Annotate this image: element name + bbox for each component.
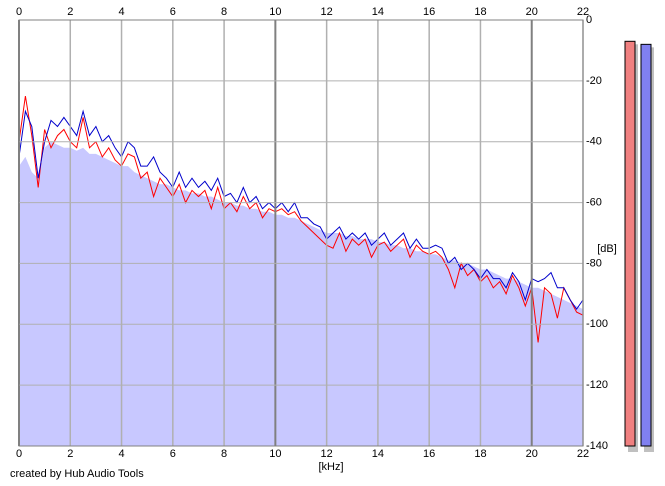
x-tick-label-top: 10 [269, 6, 281, 18]
credit: created by Hub Audio Tools [10, 468, 144, 480]
x-tick-label-top: 18 [474, 6, 486, 18]
level-meter [624, 40, 636, 447]
level-meter [640, 43, 652, 447]
x-tick-label-bottom: 0 [16, 448, 22, 460]
x-tick-label-bottom: 6 [170, 448, 176, 460]
x-tick-label-top: 14 [372, 6, 384, 18]
x-tick-label-bottom: 8 [221, 448, 227, 460]
spectrum-line [18, 96, 584, 343]
y-tick-label: -140 [586, 440, 608, 452]
x-axis-label: [kHz] [318, 461, 343, 473]
x-tick-label-top: 22 [577, 6, 589, 18]
x-tick-label-bottom: 14 [372, 448, 384, 460]
y-tick-label: 0 [586, 14, 592, 26]
x-tick-label-bottom: 4 [118, 448, 124, 460]
y-axis-label: [dB] [597, 243, 617, 255]
spectrum-line [18, 109, 584, 310]
x-tick-label-bottom: 16 [423, 448, 435, 460]
x-tick-label-bottom: 18 [474, 448, 486, 460]
x-tick-label-top: 12 [321, 6, 333, 18]
y-tick-label: -40 [586, 136, 602, 148]
spectrum-area [19, 141, 583, 446]
y-tick-label: -120 [586, 379, 608, 391]
x-tick-label-top: 0 [16, 6, 22, 18]
x-tick-label-top: 6 [170, 6, 176, 18]
plot-frame [18, 19, 584, 447]
y-tick-label: -100 [586, 318, 608, 330]
x-tick-label-bottom: 12 [321, 448, 333, 460]
x-tick-label-bottom: 20 [526, 448, 538, 460]
x-tick-label-top: 20 [526, 6, 538, 18]
x-tick-label-bottom: 22 [577, 448, 589, 460]
x-tick-label-bottom: 10 [269, 448, 281, 460]
y-tick-label: -80 [586, 257, 602, 269]
y-tick-label: -60 [586, 196, 602, 208]
x-tick-label-top: 8 [221, 6, 227, 18]
x-tick-label-top: 16 [423, 6, 435, 18]
y-tick-label: -20 [586, 75, 602, 87]
x-tick-label-top: 2 [67, 6, 73, 18]
x-tick-label-top: 4 [118, 6, 124, 18]
x-tick-label-bottom: 2 [67, 448, 73, 460]
